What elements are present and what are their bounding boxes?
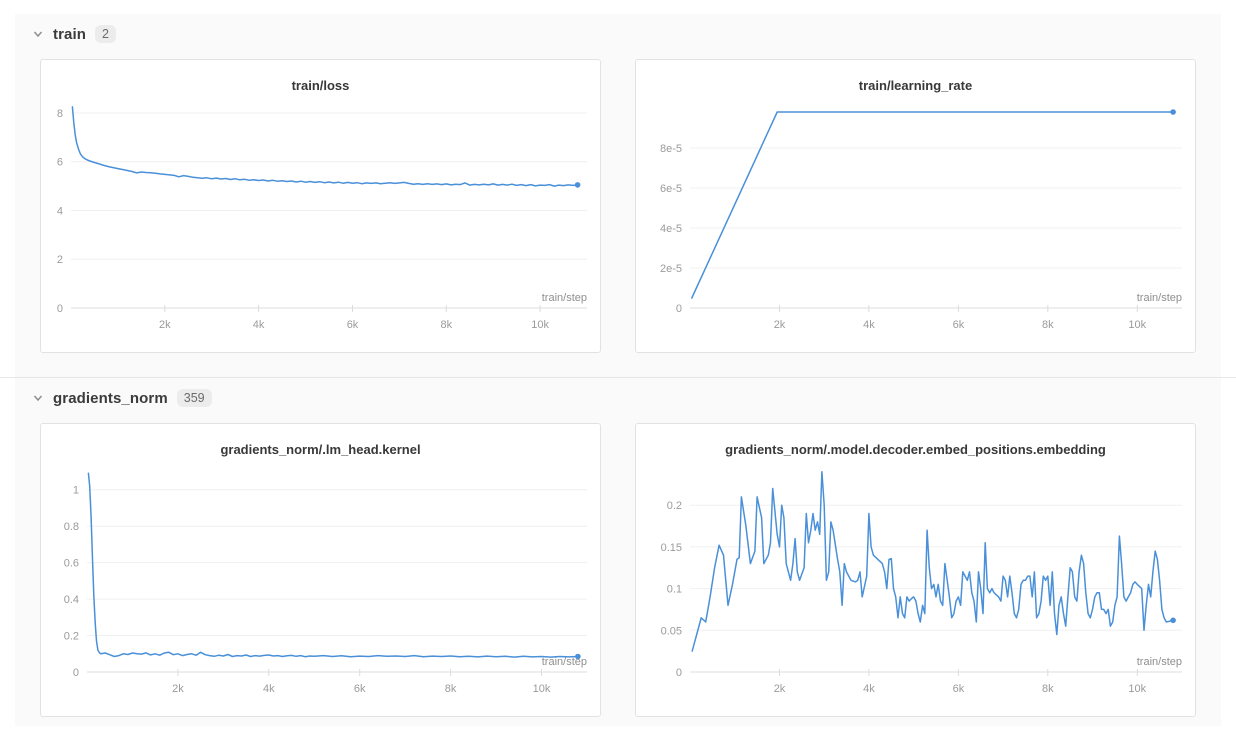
svg-text:6e-5: 6e-5 [659,183,681,195]
svg-text:2k: 2k [172,683,184,695]
cards-row: gradients_norm/.lm_head.kernel 0 0.2 0.4 0.… [40,423,1196,717]
svg-text:4k: 4k [262,683,274,695]
svg-text:train/step: train/step [541,656,586,668]
line-chart-svg: 0 2 4 6 8 2k 4k 6k 8k 10k train/step [56,106,587,331]
svg-text:8: 8 [56,108,62,120]
chart-title: gradients_norm/.model.decoder.embed_posi… [725,442,1106,457]
chevron-down-icon [32,28,44,40]
svg-text:train/step: train/step [541,292,586,304]
section-divider [0,377,1236,378]
svg-text:4k: 4k [252,319,264,331]
svg-text:2k: 2k [773,319,785,331]
svg-text:6k: 6k [346,319,358,331]
svg-text:10k: 10k [531,319,549,331]
cards-row: train/loss 0 2 4 6 8 2k 4k 6k 8k 10k train/step tr… [40,59,1196,353]
section-label: gradients_norm [53,389,168,407]
svg-text:8k: 8k [1041,683,1053,695]
chevron-down-icon [32,392,44,404]
section-count-badge: 359 [176,389,212,407]
svg-text:6k: 6k [952,683,964,695]
chart-card-lm-head-kernel[interactable]: gradients_norm/.lm_head.kernel 0 0.2 0.4 0.… [40,423,601,717]
section-label: train [53,25,87,43]
chart-title: gradients_norm/.lm_head.kernel [220,442,421,457]
svg-text:4: 4 [56,206,62,218]
section-count-badge: 2 [95,25,116,43]
line-chart-svg: 0 0.2 0.4 0.6 0.8 1 2k 4k 6k 8k 10k train/step [63,472,587,695]
chart-title: train/learning_rate [858,78,973,93]
svg-text:0.6: 0.6 [63,558,78,570]
svg-text:0.4: 0.4 [63,594,78,606]
chart-card-embed-positions[interactable]: gradients_norm/.model.decoder.embed_posi… [635,423,1196,717]
svg-text:0.2: 0.2 [666,500,681,512]
line-chart-svg: 0 0.05 0.1 0.15 0.2 2k 4k 6k 8k 10k train/step [660,471,1182,695]
section-gradients-norm: gradients_norm 359 gradients_norm/.lm_he… [15,378,1221,726]
svg-text:10k: 10k [532,683,550,695]
section-gradients-norm-header[interactable]: gradients_norm 359 [32,386,212,410]
svg-text:8k: 8k [1041,319,1053,331]
svg-text:10k: 10k [1128,319,1146,331]
svg-text:0.8: 0.8 [63,521,78,533]
svg-text:1: 1 [72,485,78,497]
svg-text:0: 0 [675,303,681,315]
svg-text:0.05: 0.05 [660,625,681,637]
svg-text:0: 0 [56,303,62,315]
svg-text:train/step: train/step [1136,656,1181,668]
svg-text:0: 0 [675,667,681,679]
svg-text:2k: 2k [773,683,785,695]
svg-text:0: 0 [72,667,78,679]
svg-text:10k: 10k [1128,683,1146,695]
section-train: train 2 train/loss 0 2 4 6 8 2k 4k 6k 8k 10k train… [15,14,1221,377]
svg-text:8k: 8k [440,319,452,331]
svg-text:4k: 4k [863,319,875,331]
chart-card-train-loss[interactable]: train/loss 0 2 4 6 8 2k 4k 6k 8k 10k train/step [40,59,601,353]
svg-text:6: 6 [56,157,62,169]
svg-text:4k: 4k [863,683,875,695]
svg-text:2k: 2k [158,319,170,331]
chart-card-train-learning-rate[interactable]: train/learning_rate 0 2e-5 4e-5 6e-5 8e-5 2k 4… [635,59,1196,353]
svg-text:6k: 6k [952,319,964,331]
svg-text:train/step: train/step [1136,292,1181,304]
svg-text:6k: 6k [353,683,365,695]
svg-text:2: 2 [56,254,62,266]
line-chart-svg: 0 2e-5 4e-5 6e-5 8e-5 2k 4k 6k 8k 10k train/step [659,109,1182,331]
svg-text:0.1: 0.1 [666,584,681,596]
section-train-header[interactable]: train 2 [32,22,116,46]
svg-text:0.2: 0.2 [63,631,78,643]
svg-text:8e-5: 8e-5 [659,143,681,155]
svg-text:4e-5: 4e-5 [659,223,681,235]
svg-text:0.15: 0.15 [660,542,681,554]
svg-text:8k: 8k [444,683,456,695]
chart-title: train/loss [291,78,350,93]
svg-text:2e-5: 2e-5 [659,263,681,275]
